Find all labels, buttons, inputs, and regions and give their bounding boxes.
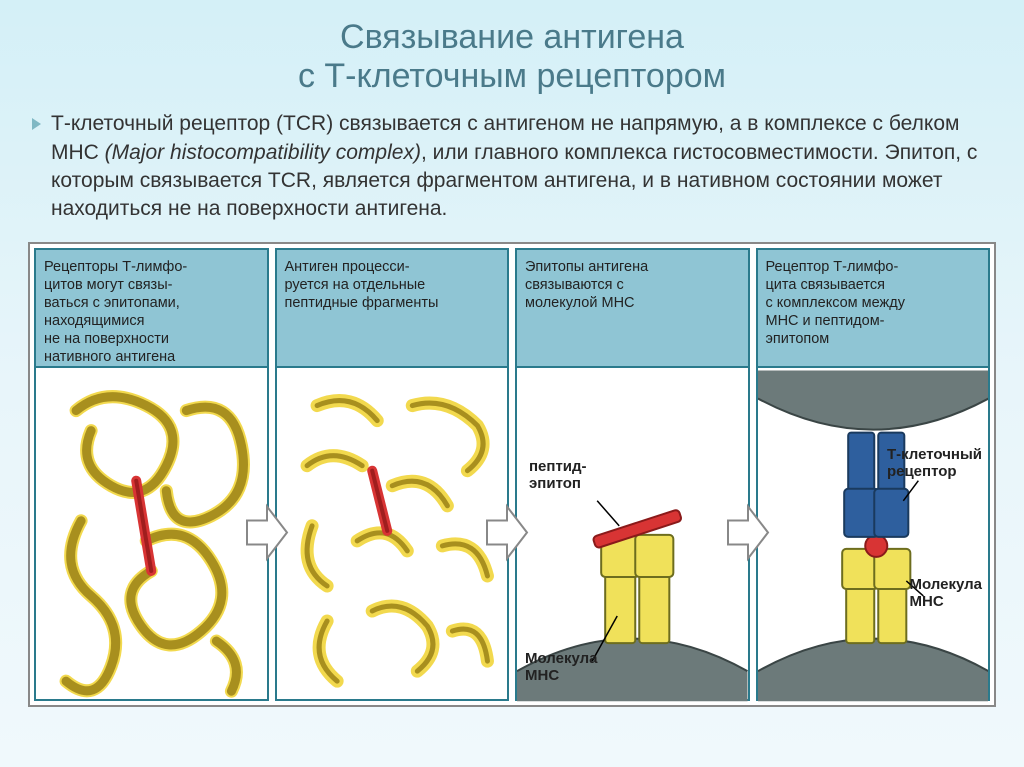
panel-2-header: Антиген процесси- руется на отдельные пе… [277, 250, 508, 368]
panel-3-header: Эпитопы антигена связываются с молекулой… [517, 250, 748, 368]
label-mhc-3: Молекула MHC [525, 650, 597, 685]
bullet-icon [32, 118, 41, 130]
panel-3: Эпитопы антигена связываются с молекулой… [515, 248, 750, 701]
label-peptide-epitope: пептид- эпитоп [529, 458, 587, 493]
arrow-3-icon [726, 503, 770, 568]
tcr-mhc-complex-illustration [758, 368, 989, 704]
panel-1-header: Рецепторы Т-лимфо- цитов могут связы- ва… [36, 250, 267, 368]
panel-2-body [277, 368, 508, 704]
panel-1-body [36, 368, 267, 704]
processed-fragments-illustration [277, 368, 508, 704]
panel-2: Антиген процесси- руется на отдельные пе… [275, 248, 510, 701]
panel-1: Рецепторы Т-лимфо- цитов могут связы- ва… [34, 248, 269, 701]
label-mhc-4: Молекула MHC [910, 576, 982, 611]
description-text: Т-клеточный рецептор (TCR) связывается с… [51, 110, 992, 223]
page-title: Связывание антигена с Т-клеточным рецепт… [28, 18, 996, 96]
arrow-2-icon [485, 503, 529, 568]
native-antigen-illustration [36, 368, 267, 704]
description-row: Т-клеточный рецептор (TCR) связывается с… [28, 110, 996, 223]
panel-3-body: пептид- эпитоп Молекула MHC [517, 368, 748, 704]
panel-4-header: Рецептор Т-лимфо- цита связывается с ком… [758, 250, 989, 368]
panel-4: Рецептор Т-лимфо- цита связывается с ком… [756, 248, 991, 701]
label-tcr: Т-клеточный рецептор [887, 446, 982, 481]
panel-4-body: Т-клеточный рецептор Молекула MHC [758, 368, 989, 704]
arrow-1-icon [245, 503, 289, 568]
panels-container: Рецепторы Т-лимфо- цитов могут связы- ва… [28, 242, 996, 707]
